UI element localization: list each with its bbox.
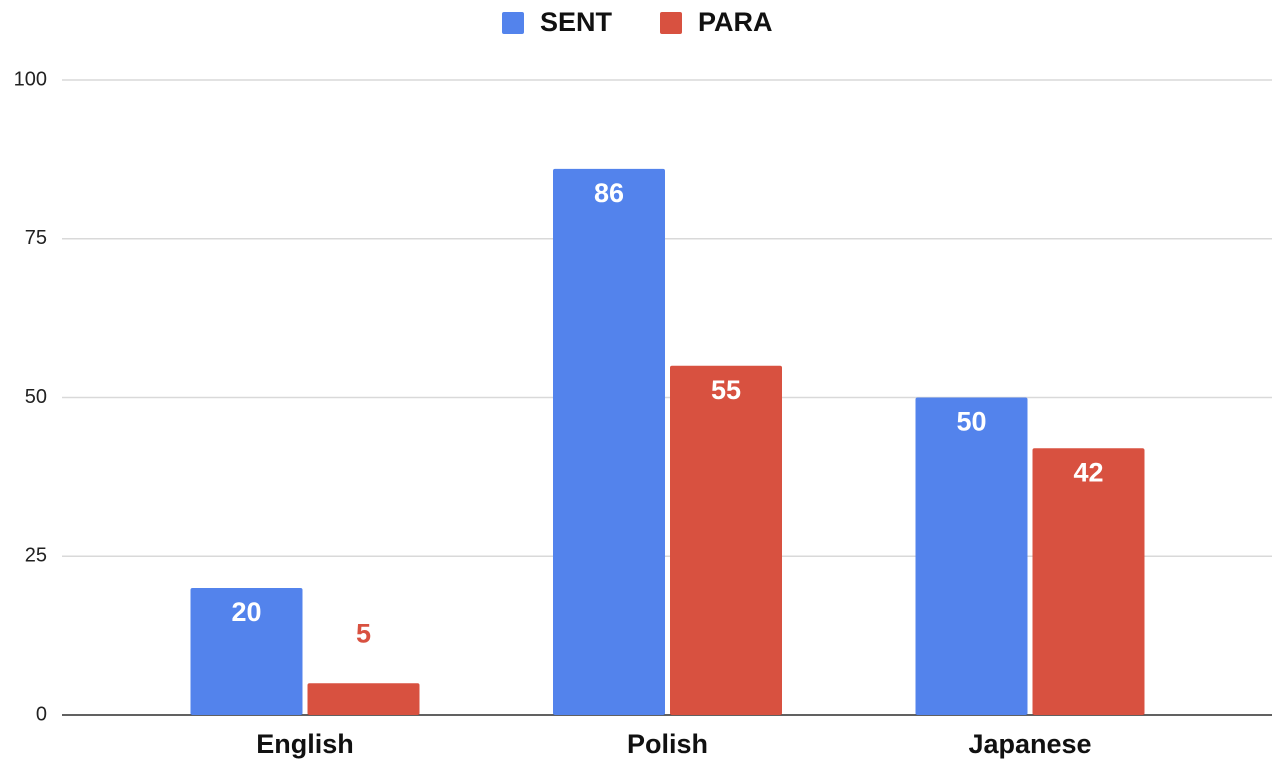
bar bbox=[307, 683, 420, 715]
value-label: 86 bbox=[594, 178, 624, 208]
value-label: 5 bbox=[356, 618, 371, 648]
y-tick-label: 0 bbox=[36, 703, 47, 725]
value-label: 50 bbox=[956, 407, 986, 437]
bar bbox=[670, 365, 782, 715]
legend-swatch bbox=[502, 12, 524, 34]
x-tick-label: English bbox=[256, 729, 354, 759]
value-label: 55 bbox=[711, 375, 741, 405]
value-label: 20 bbox=[231, 597, 261, 627]
bar bbox=[915, 397, 1028, 715]
bar bbox=[1032, 448, 1145, 715]
y-tick-label: 50 bbox=[25, 386, 47, 408]
bar bbox=[553, 168, 665, 715]
legend-swatch bbox=[660, 12, 682, 34]
x-tick-label: Japanese bbox=[968, 729, 1091, 759]
bar bbox=[190, 588, 303, 715]
x-tick-label: Polish bbox=[627, 729, 708, 759]
value-label: 42 bbox=[1073, 457, 1103, 487]
legend-label: PARA bbox=[698, 7, 773, 37]
legend-label: SENT bbox=[540, 7, 613, 37]
y-tick-label: 75 bbox=[25, 227, 47, 249]
y-tick-label: 100 bbox=[14, 68, 47, 90]
y-tick-label: 25 bbox=[25, 545, 47, 567]
